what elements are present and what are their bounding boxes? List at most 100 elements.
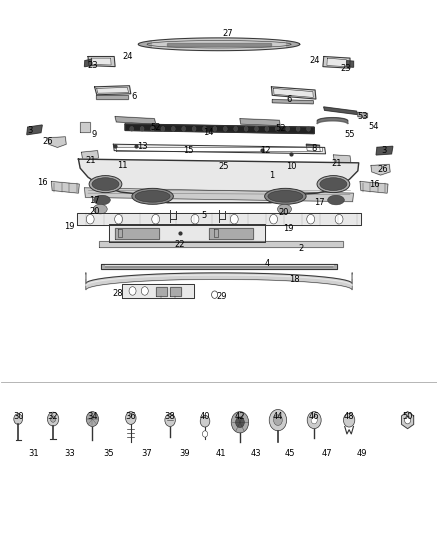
- Circle shape: [50, 416, 56, 422]
- Circle shape: [269, 409, 287, 431]
- Polygon shape: [376, 147, 393, 155]
- Polygon shape: [333, 155, 351, 165]
- Polygon shape: [360, 181, 388, 193]
- Text: 29: 29: [216, 292, 226, 301]
- Text: 18: 18: [289, 274, 300, 284]
- Circle shape: [244, 126, 248, 131]
- Text: 27: 27: [223, 29, 233, 38]
- Polygon shape: [170, 287, 181, 296]
- Text: 36: 36: [125, 412, 136, 421]
- Text: 49: 49: [357, 449, 367, 458]
- Text: 26: 26: [42, 136, 53, 146]
- Circle shape: [191, 214, 199, 224]
- Polygon shape: [347, 61, 353, 67]
- Text: 3: 3: [28, 126, 33, 135]
- Circle shape: [202, 431, 208, 437]
- Text: 42: 42: [235, 412, 245, 421]
- Text: 37: 37: [141, 449, 152, 458]
- Text: 1: 1: [269, 171, 274, 180]
- Polygon shape: [95, 86, 131, 95]
- Polygon shape: [324, 107, 357, 115]
- Circle shape: [311, 416, 317, 424]
- Text: 17: 17: [314, 198, 325, 207]
- Text: 16: 16: [37, 178, 47, 187]
- Ellipse shape: [92, 177, 119, 190]
- Text: 41: 41: [216, 449, 226, 458]
- Text: 30: 30: [13, 412, 24, 421]
- Text: 20: 20: [279, 208, 289, 217]
- Circle shape: [270, 214, 278, 224]
- Text: 17: 17: [89, 196, 100, 205]
- Polygon shape: [115, 228, 159, 239]
- Polygon shape: [240, 119, 280, 126]
- Text: 21: 21: [332, 159, 342, 168]
- Circle shape: [236, 417, 244, 427]
- Circle shape: [276, 126, 279, 131]
- Circle shape: [254, 126, 258, 131]
- Circle shape: [202, 126, 206, 131]
- Text: 9: 9: [92, 130, 97, 139]
- Text: 48: 48: [344, 412, 354, 421]
- Circle shape: [274, 415, 283, 425]
- Text: 24: 24: [310, 56, 320, 64]
- Text: 52: 52: [150, 123, 161, 132]
- Circle shape: [86, 214, 94, 224]
- Polygon shape: [85, 59, 92, 67]
- Ellipse shape: [265, 188, 306, 204]
- Polygon shape: [327, 58, 346, 67]
- Polygon shape: [358, 112, 367, 118]
- Circle shape: [200, 415, 210, 427]
- Circle shape: [307, 126, 311, 131]
- Polygon shape: [317, 118, 348, 124]
- Text: 3: 3: [381, 146, 387, 155]
- Polygon shape: [77, 213, 361, 225]
- Text: 11: 11: [117, 161, 127, 170]
- Polygon shape: [166, 43, 272, 46]
- Circle shape: [47, 412, 59, 426]
- Text: 20: 20: [89, 207, 100, 216]
- Polygon shape: [125, 124, 314, 134]
- Polygon shape: [80, 123, 90, 132]
- Polygon shape: [209, 228, 253, 239]
- Text: 23: 23: [340, 64, 351, 73]
- Text: 14: 14: [203, 128, 213, 137]
- Text: 53: 53: [358, 112, 368, 121]
- Text: 44: 44: [273, 412, 283, 421]
- Text: 4: 4: [265, 260, 270, 268]
- Text: 12: 12: [260, 146, 270, 155]
- Circle shape: [307, 214, 314, 224]
- Polygon shape: [155, 287, 166, 296]
- Text: 16: 16: [369, 180, 379, 189]
- Polygon shape: [92, 58, 111, 65]
- Polygon shape: [402, 411, 413, 429]
- Polygon shape: [117, 148, 321, 151]
- Text: 15: 15: [183, 146, 194, 155]
- Polygon shape: [272, 87, 316, 99]
- Polygon shape: [306, 144, 320, 152]
- Circle shape: [182, 126, 186, 131]
- Ellipse shape: [278, 204, 291, 214]
- Text: 21: 21: [86, 156, 96, 165]
- Circle shape: [86, 411, 99, 426]
- Text: 35: 35: [104, 449, 114, 458]
- Ellipse shape: [93, 204, 107, 214]
- Polygon shape: [96, 95, 128, 99]
- Ellipse shape: [328, 195, 344, 205]
- Circle shape: [343, 413, 355, 427]
- Polygon shape: [272, 100, 313, 104]
- Text: 24: 24: [122, 52, 133, 61]
- Text: 28: 28: [113, 289, 123, 298]
- Text: 8: 8: [311, 144, 317, 153]
- Text: 2: 2: [298, 244, 304, 253]
- Text: 40: 40: [200, 412, 210, 421]
- Ellipse shape: [268, 190, 303, 202]
- Polygon shape: [138, 41, 151, 47]
- Circle shape: [230, 214, 238, 224]
- Polygon shape: [78, 159, 359, 203]
- Circle shape: [213, 126, 217, 131]
- Circle shape: [152, 214, 159, 224]
- Text: 10: 10: [286, 162, 296, 171]
- Circle shape: [165, 414, 175, 426]
- Text: 50: 50: [403, 412, 413, 421]
- Text: 5: 5: [201, 212, 206, 221]
